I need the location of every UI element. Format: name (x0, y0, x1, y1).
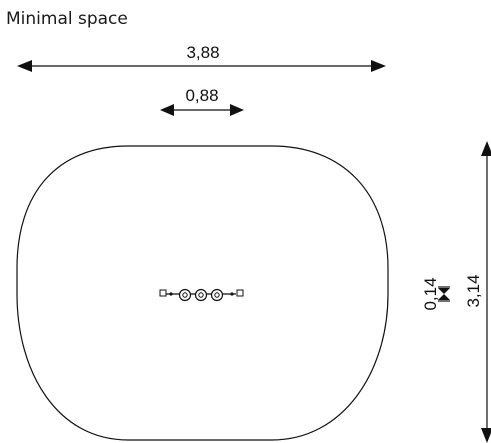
overall-depth-arrow-top (481, 141, 491, 156)
overall-width-label: 3,88 (186, 43, 219, 62)
equipment-seat-1 (178, 288, 192, 302)
equipment-depth-arrow-bottom (438, 294, 450, 300)
equipment-width-dimension: 0,88 (160, 86, 244, 116)
equipment-width-label: 0,88 (185, 86, 218, 105)
overall-width-arrow-left (17, 60, 32, 72)
equipment-seat-3 (210, 288, 224, 302)
safety-zone-outline (16, 145, 389, 441)
diagram-title: Minimal space (6, 9, 128, 29)
equipment-depth-arrow-top (438, 288, 450, 294)
overall-width-arrow-right (371, 60, 386, 72)
equipment-seat-3-inner (214, 292, 220, 298)
equipment-joint-left (169, 292, 173, 296)
overall-width-dimension: 3,88 (17, 43, 386, 72)
overall-depth-label: 3,14 (464, 274, 483, 307)
equipment-width-arrow-left (160, 104, 174, 116)
equipment-seat-1-inner (182, 292, 188, 298)
overall-depth-arrow-bottom (481, 428, 491, 443)
equipment-end-post-left (159, 289, 167, 297)
equipment-joint-right (230, 292, 234, 296)
equipment-end-post-right (236, 289, 244, 297)
equipment-symbol (159, 288, 244, 302)
equipment-depth-dimension: 0,14 (421, 277, 450, 311)
equipment-seat-2 (194, 288, 208, 302)
equipment-depth-label: 0,14 (421, 277, 440, 310)
equipment-width-arrow-right (230, 104, 244, 116)
equipment-seat-2-inner (198, 292, 204, 298)
overall-depth-dimension: 3,14 (464, 141, 491, 443)
